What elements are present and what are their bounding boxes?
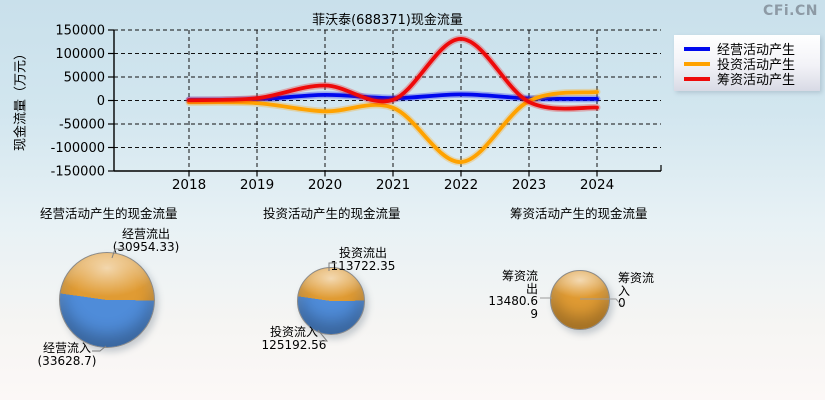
y-tick-label: 0 [97, 94, 105, 109]
y-tick-label: -100000 [51, 141, 105, 156]
financing-inflow-value: 0 [618, 296, 626, 310]
y-tick-label: 50000 [64, 71, 105, 86]
x-tick-label: 2018 [172, 177, 206, 193]
y-tick-label: -50000 [59, 118, 105, 133]
investing-outflow-callout: 投资流出 113722.35 [318, 247, 408, 272]
operating-inflow-callout: 经营流入 (33628.7) [24, 342, 110, 367]
financing-outflow-value: 13480.69 [488, 294, 538, 321]
x-tick-label: 2019 [240, 177, 274, 193]
legend-label-operating: 经营活动产生 [717, 43, 796, 58]
y-tick-label: -150000 [51, 165, 105, 180]
legend-item-investing: 投资活动产生 [674, 56, 820, 73]
financing-inflow-label: 筹资流入 [618, 271, 655, 298]
x-tick-label: 2022 [444, 177, 478, 193]
line-chart-title: 菲沃泰(688371)现金流量 [312, 13, 463, 28]
operating-line-swatch [684, 46, 710, 51]
y-tick-label: 100000 [55, 47, 105, 62]
x-tick-label: 2020 [308, 177, 342, 193]
operating-outflow-label: 经营流出 [121, 227, 170, 241]
financing-outflow-label: 筹资流出 [501, 269, 538, 296]
financing-pie-chart [550, 270, 610, 330]
investing-outflow-value: 113722.35 [330, 258, 396, 273]
investing-inflow-callout: 投资流入 125192.56 [249, 326, 339, 351]
investing-pie-title: 投资活动产生的现金流量 [263, 206, 401, 221]
operating-inflow-label: 经营流入 [42, 341, 91, 355]
operating-pie-chart [59, 252, 155, 348]
investing-outflow-label: 投资流出 [338, 246, 387, 260]
financing-pie-title: 筹资活动产生的现金流量 [510, 206, 648, 221]
financing-line-swatch [684, 76, 710, 81]
x-tick-label: 2023 [512, 177, 546, 193]
legend-item-financing: 筹资活动产生 [674, 71, 820, 88]
operating-pie-title: 经营活动产生的现金流量 [40, 206, 178, 221]
legend-label-investing: 投资活动产生 [717, 58, 796, 73]
legend-item-operating: 经营活动产生 [674, 41, 820, 58]
cfi-watermark: CFi.CN [763, 3, 818, 19]
investing-inflow-label: 投资流入 [269, 325, 318, 339]
chart-legend: 经营活动产生 投资活动产生 筹资活动产生 [674, 35, 820, 91]
investing-line-swatch [684, 61, 710, 66]
operating-outflow-callout: 经营流出 (30954.33) [100, 228, 192, 253]
series-line-2 [187, 36, 599, 111]
x-tick-label: 2021 [376, 177, 410, 193]
operating-inflow-value: (33628.7) [37, 353, 97, 368]
operating-outflow-value: (30954.33) [112, 239, 180, 254]
y-tick-label: 150000 [55, 24, 105, 39]
investing-inflow-value: 125192.56 [261, 337, 327, 352]
financing-outflow-callout: 筹资流出 13480.69 [486, 270, 538, 320]
investing-pie-chart [297, 267, 365, 335]
legend-label-financing: 筹资活动产生 [717, 73, 796, 88]
financing-inflow-callout: 筹资流入 0 [618, 272, 658, 310]
cashflow-line-chart: 150000 100000 50000 0 -50000 -100000 -150000 20… [51, 24, 662, 193]
x-tick-label: 2024 [580, 177, 614, 193]
